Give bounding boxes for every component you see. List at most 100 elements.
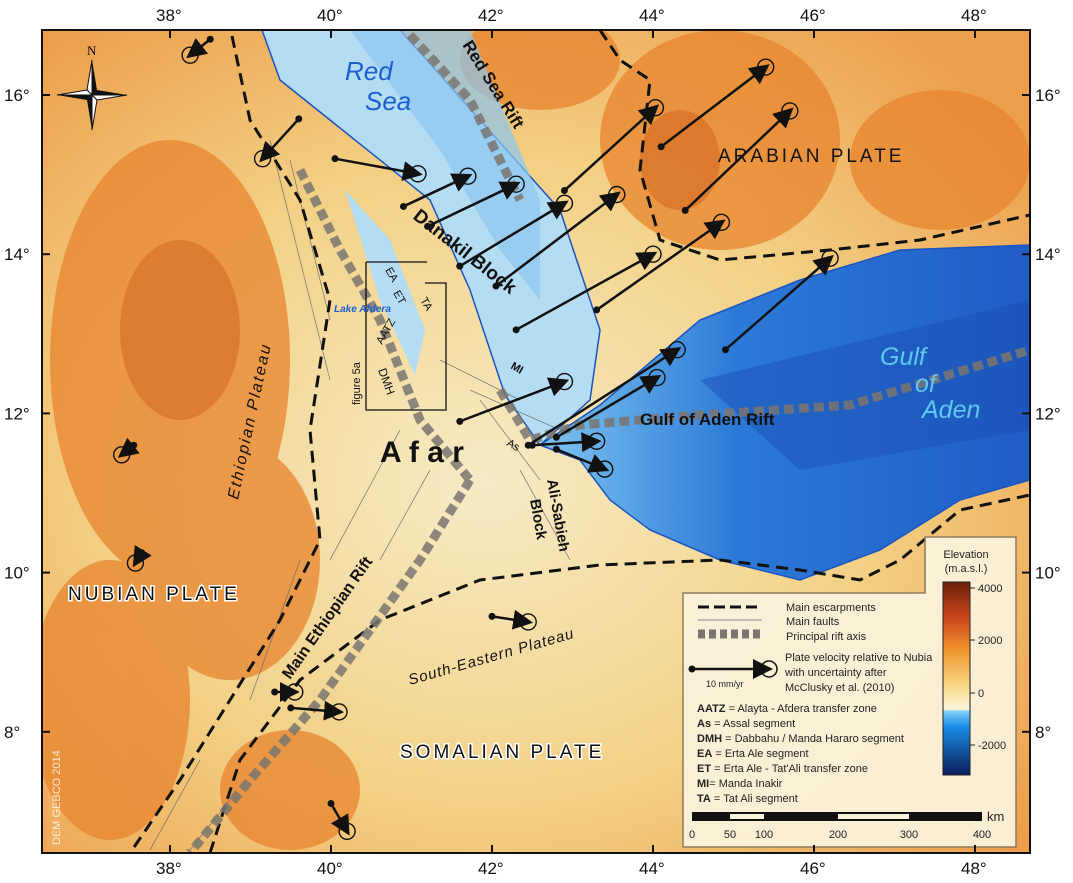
lat-tick-right: 8° <box>1035 723 1051 742</box>
legend-panel <box>682 536 1017 848</box>
velocity-vector <box>112 437 140 464</box>
legend-velocity-scale: 10 mm/yr <box>706 679 744 689</box>
watermark: DEM GEBCO 2014 <box>51 750 63 845</box>
velocity-vector <box>488 609 537 631</box>
elevation-units: (m.a.s.l.) <box>945 563 988 575</box>
legend-abbreviation: MI= Manda Inakir <box>697 778 783 790</box>
elevation-tick-label: 2000 <box>978 635 1002 647</box>
label-mi: MI <box>509 360 526 377</box>
lon-tick-bottom: 48° <box>961 859 987 878</box>
elevation-tick-label: 4000 <box>978 583 1002 595</box>
velocity-vectors <box>112 35 839 840</box>
uncertainty-circle <box>338 822 356 840</box>
velocity-vector <box>271 682 304 702</box>
lat-tick-right: 16° <box>1035 86 1061 105</box>
label-block: Block <box>526 498 550 542</box>
uncertainty-circle <box>330 703 348 721</box>
uncertainty-circle <box>286 683 304 701</box>
lon-tick-bottom: 44° <box>639 859 665 878</box>
uncertainty-circle <box>409 165 427 183</box>
elevation-tick-label: -2000 <box>978 740 1006 752</box>
velocity-vector <box>721 249 839 354</box>
lon-tick-top: 44° <box>639 6 665 25</box>
lon-tick-bottom: 40° <box>317 859 343 878</box>
velocity-vector <box>181 35 214 64</box>
lon-tick-bottom: 46° <box>800 859 826 878</box>
uncertainty-circle <box>608 185 626 204</box>
elevation-tick-label: 0 <box>978 688 984 700</box>
uncertainty-circle <box>555 194 574 212</box>
lat-tick-right: 10° <box>1035 564 1061 583</box>
lat-tick-right: 12° <box>1035 404 1061 423</box>
velocity-vector <box>657 58 775 151</box>
lon-tick-top: 40° <box>317 6 343 25</box>
lon-tick-bottom: 38° <box>156 859 182 878</box>
velocity-vector <box>399 167 477 210</box>
uncertainty-circle <box>648 368 666 387</box>
scale-tick-label: 300 <box>900 829 918 841</box>
scale-unit: km <box>987 809 1004 824</box>
figure-5a-box <box>365 261 447 411</box>
label-arabian-plate: ARABIAN PLATE <box>718 146 904 167</box>
uncertainty-circle <box>596 460 614 478</box>
graticule-ticks: 38° 38° 40° 40° 42° 42° 44° 44° 46° 46° 48° 48° 16° 1… <box>4 6 1061 878</box>
main-faults <box>149 139 571 851</box>
label-red-sea-2: Sea <box>365 86 411 116</box>
uncertainty-circle <box>644 245 662 263</box>
legend-abbreviation: EA = Erta Ale segment <box>697 748 809 760</box>
velocity-vector <box>287 700 348 721</box>
scale-tick-label: 50 <box>724 829 736 841</box>
scale-tick-label: 100 <box>755 829 773 841</box>
uncertainty-circle <box>555 372 574 391</box>
velocity-vector <box>681 102 799 214</box>
uncertainty-circle <box>646 99 665 117</box>
velocity-vector <box>424 175 525 230</box>
label-gulf-2: of <box>915 370 939 398</box>
label-gulf-of-aden-rift: Gulf of Aden Rift <box>640 410 775 429</box>
legend-principal-rift-axis: Principal rift axis <box>786 631 867 643</box>
legend-abbreviation: AATZ = Alayta - Afdera transfer zone <box>697 703 877 715</box>
velocity-vector <box>560 99 665 195</box>
velocity-vector <box>126 545 152 572</box>
velocity-vector <box>492 185 626 290</box>
legend-velocity-line-1: Plate velocity relative to Nubia <box>785 652 933 664</box>
lat-tick-right: 14° <box>1035 245 1061 264</box>
velocity-vector <box>552 445 614 478</box>
elevation-colorbar <box>942 581 971 776</box>
velocity-vector <box>456 194 574 270</box>
velocity-vector <box>327 799 356 840</box>
uncertainty-circle <box>126 554 145 572</box>
lon-tick-bottom: 42° <box>478 859 504 878</box>
scale-tick-label: 0 <box>689 829 695 841</box>
label-somalian-plate: SOMALIAN PLATE <box>400 742 604 763</box>
map-frame <box>41 29 1031 854</box>
legend-velocity-line-3: McClusky et al. (2010) <box>785 682 894 694</box>
lat-tick-left: 14° <box>4 245 30 264</box>
lon-tick-top: 38° <box>156 6 182 25</box>
scale-bar <box>692 812 982 821</box>
uncertainty-circle <box>112 446 131 464</box>
lat-tick-left: 10° <box>4 564 30 583</box>
scale-tick-label: 200 <box>829 829 847 841</box>
scale-tick-label: 400 <box>973 829 991 841</box>
label-red-sea-1: Red <box>345 56 394 86</box>
legend-abbreviation: TA = Tat Ali segment <box>697 793 798 805</box>
uncertainty-circle <box>757 58 775 76</box>
label-afar: A f a r <box>380 436 464 469</box>
lat-tick-left: 12° <box>4 404 30 423</box>
label-lake-afdera: Lake Afdera <box>334 304 391 315</box>
uncertainty-circle <box>821 249 839 267</box>
uncertainty-circle <box>712 213 731 232</box>
uncertainty-circle <box>668 341 686 359</box>
label-gulf-1: Gulf <box>880 343 929 371</box>
label-as: As <box>505 437 523 454</box>
uncertainty-circle <box>781 102 799 120</box>
legend-velocity-line-2: with uncertainty after <box>784 667 887 679</box>
uncertainty-circle <box>587 432 606 450</box>
legend-abbreviation: ET = Erta Ale - Tat'Ali transfer zone <box>697 763 868 775</box>
uncertainty-circle <box>181 46 199 64</box>
lon-tick-top: 46° <box>800 6 826 25</box>
uncertainty-circle <box>459 167 477 185</box>
velocity-vector <box>253 115 303 168</box>
